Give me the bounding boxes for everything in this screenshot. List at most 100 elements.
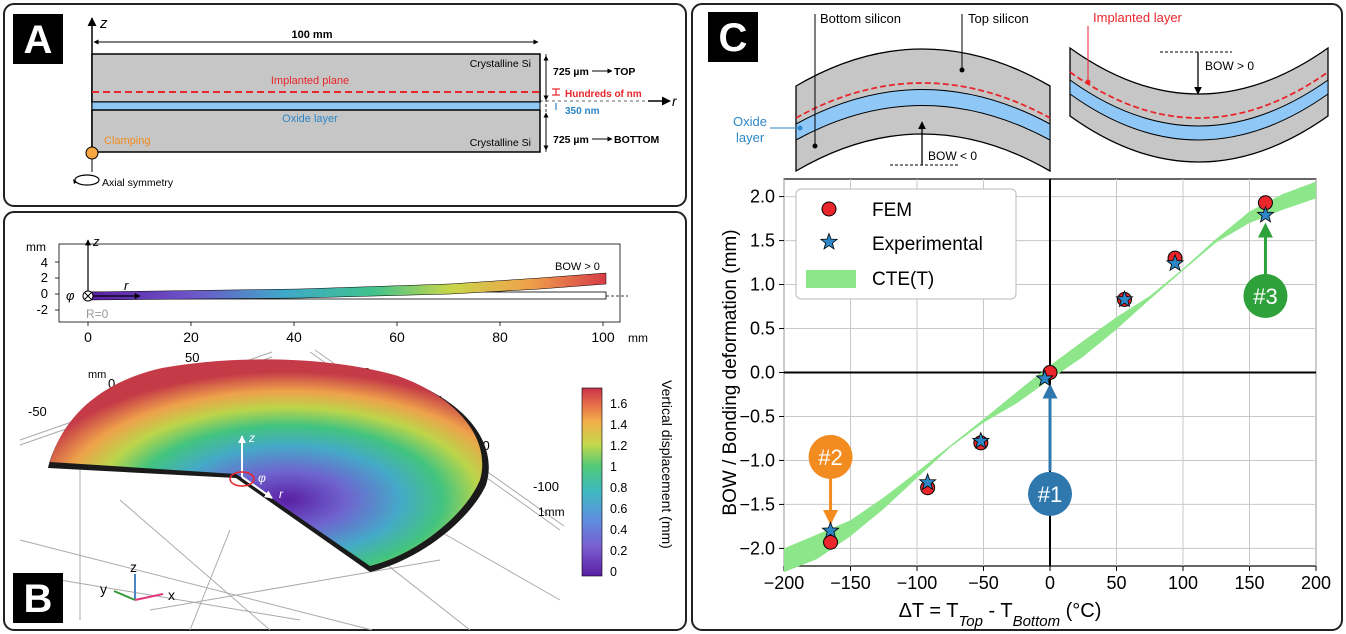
experimental-point <box>821 521 840 539</box>
panel-b: mm 4 2 0 -2 0 20 40 60 80 100 mm BOW > 0… <box>3 211 687 631</box>
clamping-point <box>85 146 99 160</box>
colorbar-tick-0: 0 <box>610 565 617 579</box>
triad-z-label: z <box>130 559 137 575</box>
panel-a-letter: A <box>24 18 53 62</box>
colorbar-tick-0-4: 0.4 <box>610 523 627 537</box>
oxide-label-line1: Oxide <box>733 114 767 129</box>
oxide-layer-label: Oxide layer <box>282 113 338 125</box>
oxide-thickness-label: 350 nm <box>565 106 600 117</box>
side-r-zero-label: R=0 <box>86 307 109 321</box>
y-tick-label: 0.0 <box>750 363 775 383</box>
x-tick-label: −150 <box>830 573 871 593</box>
x-tick-label: 0 <box>1045 573 1055 593</box>
y-tick-label: −2.0 <box>739 538 775 558</box>
panel-c: C Bottom silicon Top silicon Oxide layer… <box>691 3 1343 631</box>
x-tick-label: −100 <box>897 573 938 593</box>
side-y-tick-neg2: -2 <box>36 302 48 317</box>
colorbar-tick-0-2: 0.2 <box>610 544 627 558</box>
side-z-label: z <box>92 234 100 249</box>
phi-cross-icon <box>84 292 92 300</box>
marker-label: #3 <box>1253 284 1277 309</box>
iso-phi-label: φ <box>258 471 266 485</box>
top-silicon-dot <box>959 67 965 73</box>
triad-y-label: y <box>100 581 107 597</box>
side-x-unit: mm <box>628 331 648 345</box>
experimental-point <box>918 472 937 491</box>
schematic-left-implant <box>795 82 1051 119</box>
colorbar-ticks: 1.6 1.4 1.2 1 0.8 0.6 0.4 0.2 0 <box>610 397 627 579</box>
experimental-point <box>1256 205 1275 223</box>
x-axis-label-part: Top <box>958 613 982 630</box>
y-tick-label: 1.5 <box>750 231 775 251</box>
colorbar-tick-1-6: 1.6 <box>610 397 627 411</box>
iso-1mm-right: 1mm <box>538 505 565 519</box>
y-tick-label: −0.5 <box>739 406 775 426</box>
legend-cte-marker <box>806 270 856 288</box>
y-tick-label: 2.0 <box>750 187 775 207</box>
colorbar <box>581 387 603 577</box>
iso-r-label: r <box>279 487 284 501</box>
implanted-plane-label: Implanted plane <box>271 75 349 87</box>
bottom-thickness-label: 725 µm <box>553 134 589 146</box>
colorbar-tick-0-6: 0.6 <box>610 502 627 516</box>
iso-0-left: 0 <box>108 376 115 391</box>
fem-point <box>823 534 839 550</box>
y-tick-label: 1.0 <box>750 275 775 295</box>
legend-fem-label: FEM <box>872 200 912 221</box>
y-tick-label: −1.0 <box>739 450 775 470</box>
side-bow-label: BOW > 0 <box>555 261 600 273</box>
panel-a-letter-box <box>13 14 63 64</box>
bow-positive-label: BOW > 0 <box>1205 59 1254 73</box>
side-phi-label: φ <box>66 288 75 303</box>
r-axis-label: r <box>672 93 678 109</box>
legend-cte-label: CTE(T) <box>872 269 934 290</box>
experimental-point <box>1035 369 1054 387</box>
implanted-layer-label: Implanted layer <box>1093 10 1183 25</box>
panel-c-letter: C <box>719 16 748 60</box>
experimental-point <box>1165 253 1185 272</box>
y-tick-label: 0.5 <box>750 319 775 339</box>
hundreds-nm-label: Hundreds of nm <box>565 89 642 100</box>
colorbar-tick-1-4: 1.4 <box>610 418 627 432</box>
bottom-label: BOTTOM <box>614 134 660 146</box>
experimental-point <box>1115 289 1134 308</box>
legend-experimental-label: Experimental <box>872 234 983 255</box>
panel-b-letter-box <box>13 573 63 623</box>
schematic-left-wafer <box>795 48 1051 173</box>
side-x-tick-60: 60 <box>389 329 405 345</box>
side-y-tick-0: 0 <box>41 286 48 301</box>
panel-c-letter-box <box>708 12 758 62</box>
legend-fem-marker <box>821 201 837 217</box>
crystalline-top-label: Crystalline Si <box>470 58 531 70</box>
bow-chart: −200 −150 −100 −50 0 50 100 150 200 −2.0 −1.5 −1.0 −… <box>720 178 1331 630</box>
top-silicon-label: Top silicon <box>968 11 1029 26</box>
iso-neg100-right: -100 <box>533 479 559 494</box>
schematic-right-oxide <box>1069 79 1329 141</box>
experimental-point <box>971 431 990 449</box>
marker-circle <box>1243 273 1288 318</box>
x-tick-label: 150 <box>1234 573 1264 593</box>
side-r-label: r <box>124 278 129 293</box>
side-y-tick-4: 4 <box>41 255 48 270</box>
side-x-tick-40: 40 <box>286 329 302 345</box>
iso-z-label: z <box>248 431 255 445</box>
iso-phi-ring-icon <box>229 471 255 487</box>
colorbar-tick-1-2: 1.2 <box>610 439 627 453</box>
bottom-silicon-dot <box>812 143 818 149</box>
schematic-right-wafer <box>1069 46 1329 163</box>
oxide-dot <box>797 125 803 131</box>
colorbar-title: Vertical displacement (mm) <box>659 380 675 549</box>
side-y-tick-2: 2 <box>41 270 48 285</box>
y-axis-label: BOW / Bonding deformation (mm) <box>720 229 741 515</box>
axial-symmetry-arrow-icon <box>73 179 77 184</box>
oxide-layer <box>91 101 541 111</box>
colorbar-tick-1: 1 <box>610 460 617 474</box>
implanted-layer-dot <box>1085 79 1091 85</box>
triad-x-label: x <box>168 587 175 603</box>
x-tick-label: 100 <box>1168 573 1198 593</box>
iso-mm-left: mm <box>88 369 106 381</box>
legend-experimental-marker <box>819 232 839 250</box>
bottom-silicon-layer <box>91 109 541 153</box>
marker-label: #2 <box>818 445 842 470</box>
